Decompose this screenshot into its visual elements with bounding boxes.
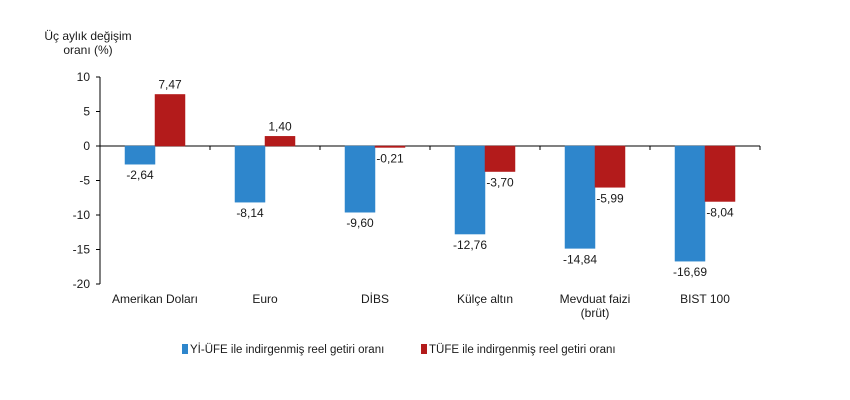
y-tick-label: -5: [79, 174, 90, 188]
data-label-series-2: 7,47: [158, 77, 182, 91]
category-label: DİBS: [361, 292, 389, 306]
legend-label-series-1: Yİ-ÜFE ile indirgenmiş reel getiri oranı: [190, 343, 384, 356]
data-label-series-1: -9,60: [346, 216, 374, 230]
bars: [124, 94, 736, 262]
legend: Yİ-ÜFE ile indirgenmiş reel getiri oranı…: [182, 343, 616, 356]
bar-series-1: [234, 145, 266, 203]
category-label: BIST 100: [680, 292, 730, 306]
category-label: Külçe altın: [457, 292, 513, 306]
category-label: (brüt): [581, 306, 610, 320]
data-label-series-1: -12,76: [453, 238, 487, 252]
bar-series-1: [674, 145, 706, 262]
data-label-series-2: -5,99: [596, 191, 624, 205]
data-label-series-1: -16,69: [673, 265, 707, 279]
bar-series-1: [124, 145, 156, 165]
data-label-series-2: 1,40: [268, 119, 292, 133]
data-label-series-1: -8,14: [236, 206, 264, 220]
legend-swatch-series-1: [182, 344, 188, 354]
bar-series-2: [704, 145, 736, 202]
y-tick-label: 5: [83, 105, 90, 119]
data-label-series-1: -14,84: [563, 252, 597, 266]
category-label: Euro: [252, 292, 278, 306]
bar-series-2: [154, 94, 186, 147]
bar-series-2: [484, 145, 516, 172]
y-tick-label: 10: [77, 70, 91, 84]
data-labels: -2,64 -8,14 -9,60 -12,76 -14,84 -16,69 7,47 1,4…: [126, 77, 734, 279]
legend-label-series-2: TÜFE ile indirgenmiş reel getiri oranı: [429, 344, 616, 356]
category-label: Amerikan Doları: [112, 292, 198, 306]
legend-swatch-series-2: [421, 344, 427, 354]
y-tick-label: -15: [73, 243, 91, 257]
category-label: Mevduat faizi: [560, 292, 631, 306]
data-label-series-2: -0,21: [376, 151, 404, 165]
data-label-series-1: -2,64: [126, 168, 154, 182]
x-axis-categories: Amerikan Doları Euro DİBS Külçe altın Mevdua…: [112, 292, 730, 320]
data-label-series-2: -3,70: [486, 176, 514, 190]
data-label-series-2: -8,04: [706, 205, 734, 219]
bar-series-1: [564, 145, 596, 249]
bar-series-2: [594, 145, 626, 188]
bar-series-1: [454, 145, 486, 235]
y-axis-title-line: Üç aylık değişim: [44, 29, 131, 43]
bar-series-2: [374, 145, 406, 148]
bar-series-2: [264, 136, 296, 147]
bar-series-1: [344, 145, 376, 213]
y-tick-label: -20: [73, 277, 91, 291]
y-tick-label: 0: [83, 139, 90, 153]
y-axis-title-line: oranı (%): [63, 43, 112, 57]
y-tick-label: -10: [73, 208, 91, 222]
y-axis: 10 5 0 -5 -10 -15 -20: [73, 70, 761, 291]
